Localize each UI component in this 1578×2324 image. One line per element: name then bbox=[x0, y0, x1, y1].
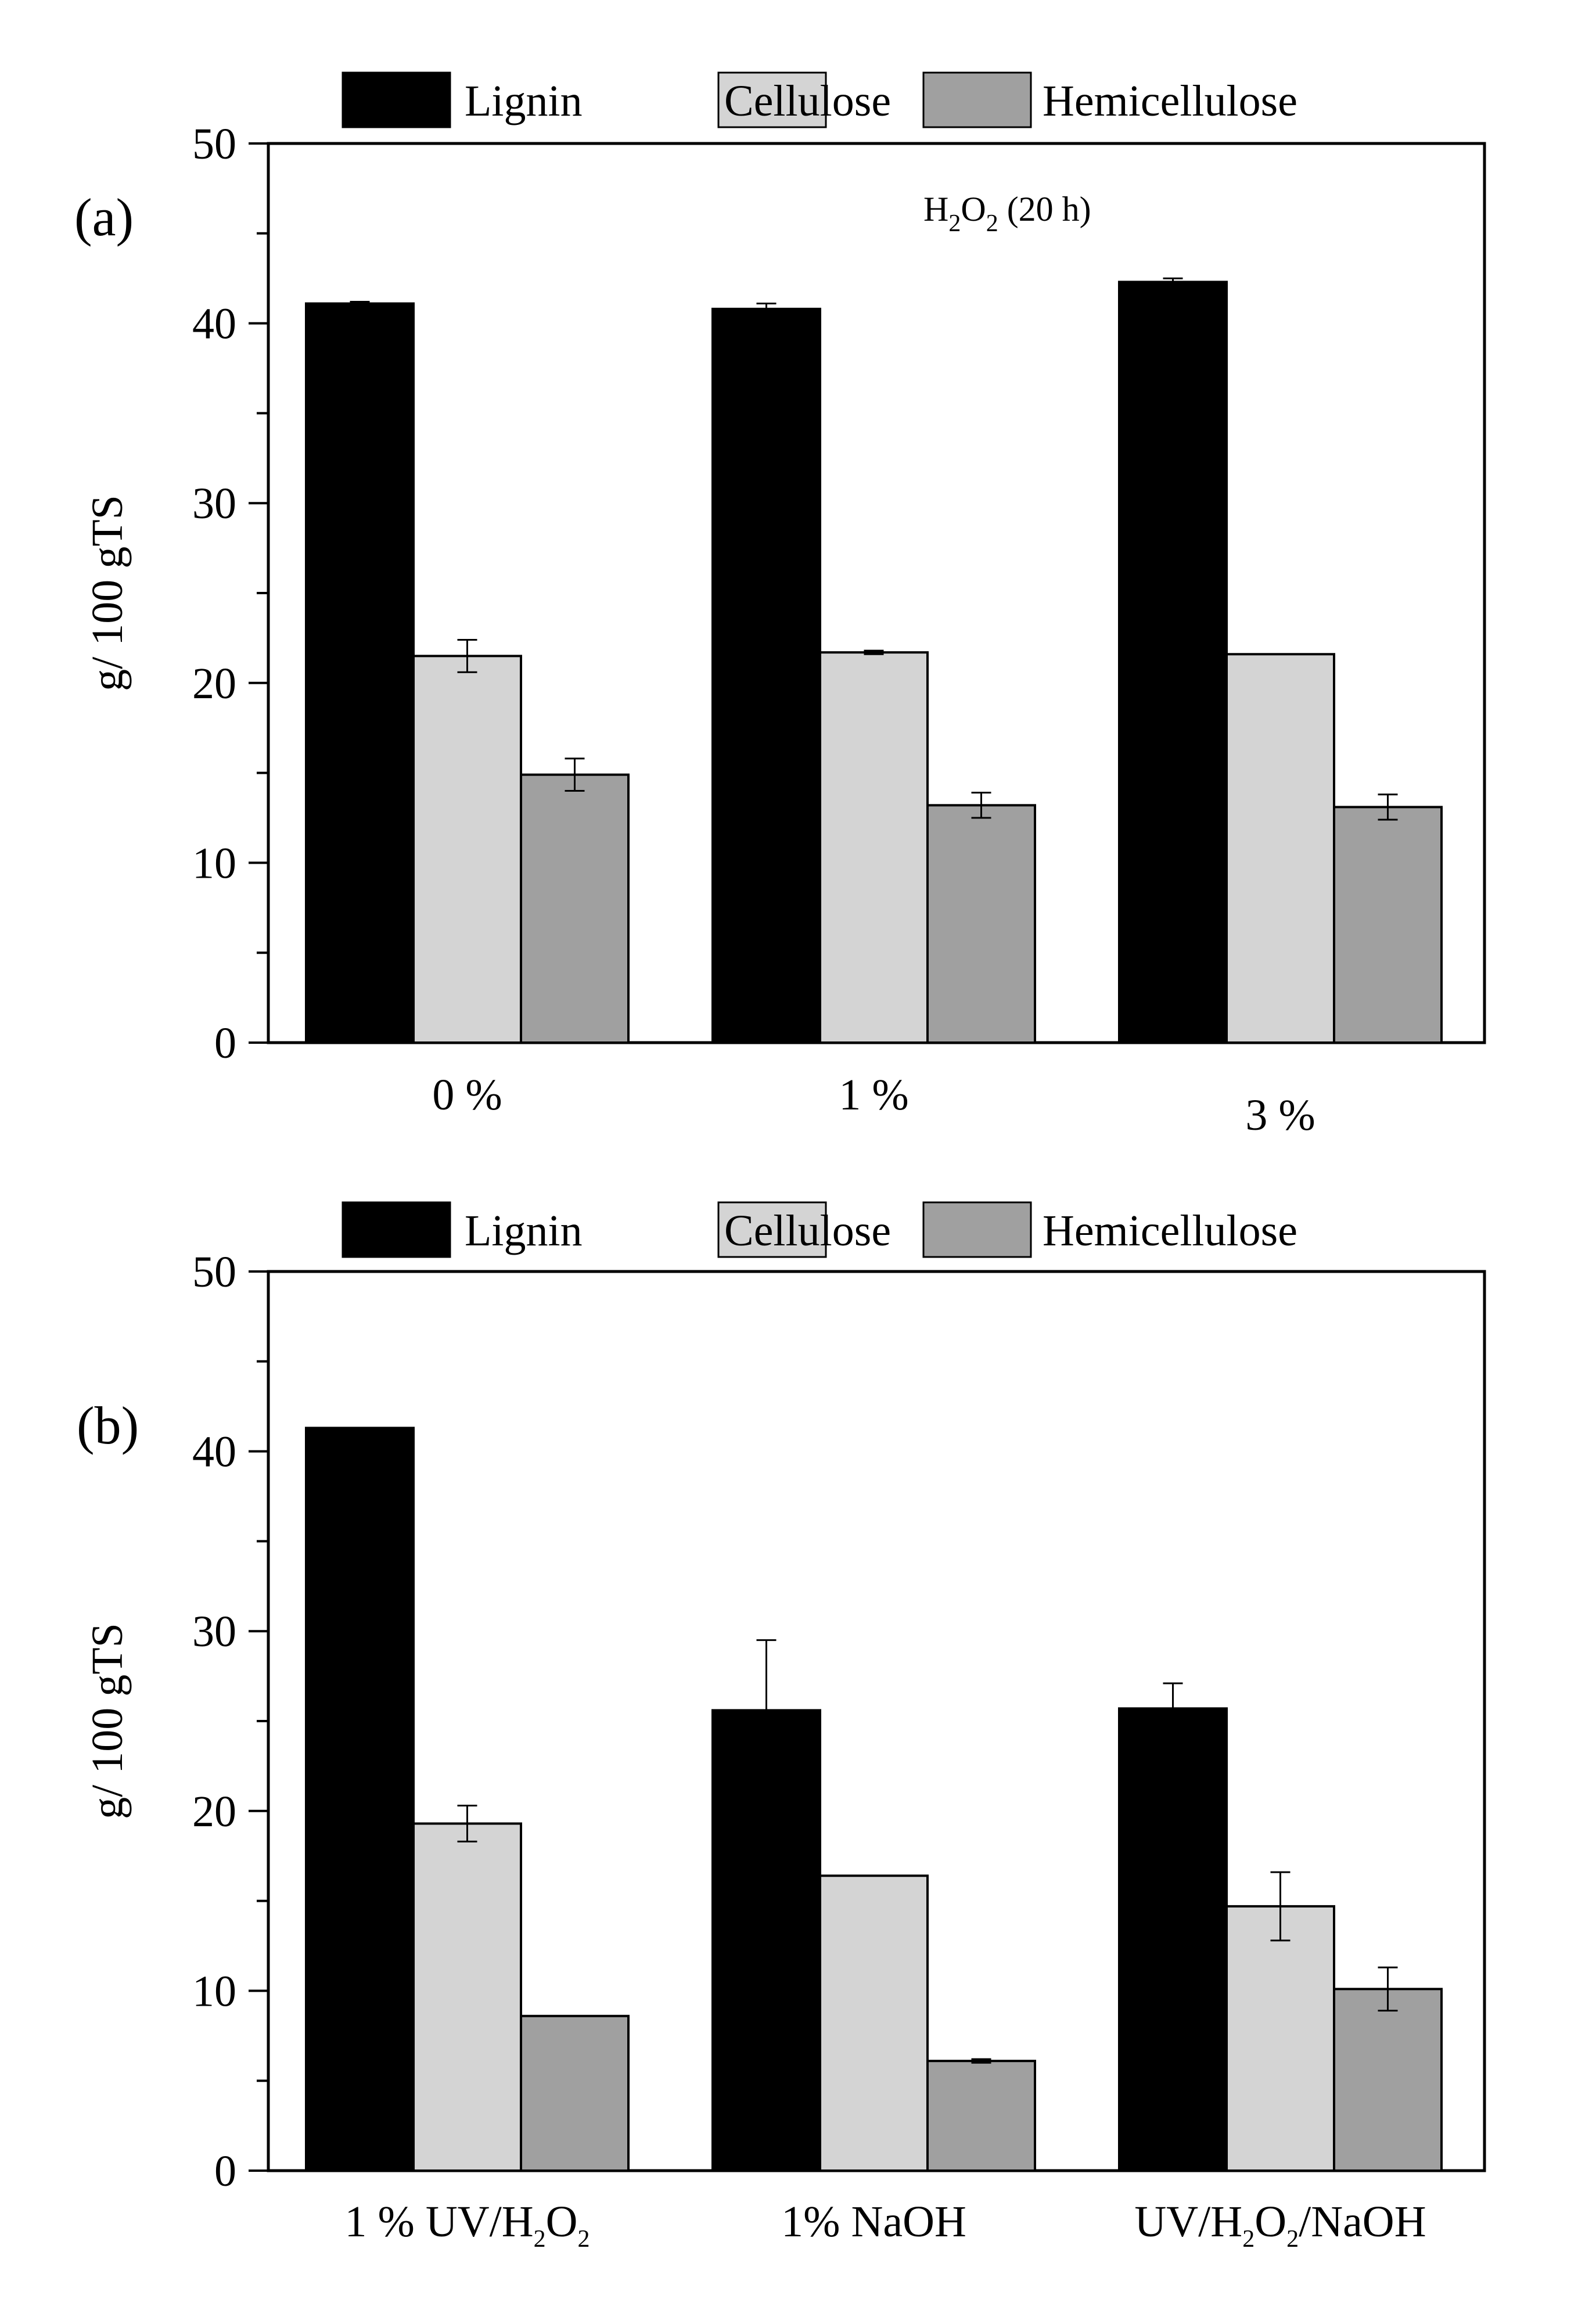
bar-hemicellulose bbox=[926, 804, 1036, 1044]
annotation-text: H2O2 (20 h) bbox=[923, 190, 1091, 237]
bar-lignin bbox=[711, 307, 821, 1044]
text-run: /NaOH bbox=[1299, 2197, 1426, 2246]
text-run: 3 % bbox=[1245, 1091, 1315, 1140]
panel-label: (b) bbox=[77, 1396, 139, 1455]
y-tick-label: 20 bbox=[192, 1787, 236, 1836]
bar-hemicellulose bbox=[1333, 806, 1443, 1044]
text-run: 1 % bbox=[839, 1071, 908, 1119]
x-category-label: UV/H2O2/NaOH bbox=[1134, 2197, 1426, 2253]
bar-cellulose bbox=[1225, 1905, 1335, 2172]
panel-label: (a) bbox=[74, 188, 134, 247]
legend-swatch-hemicellulose bbox=[922, 1201, 1032, 1258]
text-run: H bbox=[923, 190, 948, 228]
bar-cellulose bbox=[819, 651, 929, 1044]
bar-cellulose bbox=[412, 1822, 522, 2172]
legend-label-hemicellulose: Hemicellulose bbox=[1043, 77, 1297, 125]
y-tick-label: 40 bbox=[192, 1428, 236, 1477]
legend-swatch-lignin bbox=[342, 1201, 451, 1258]
legend-swatch-cellulose bbox=[717, 71, 827, 128]
text-run: 0 % bbox=[432, 1071, 502, 1119]
bar-lignin bbox=[305, 1427, 415, 2172]
y-tick-label: 20 bbox=[192, 659, 236, 708]
y-tick-label: 30 bbox=[192, 1607, 236, 1656]
y-tick-label: 10 bbox=[192, 839, 236, 888]
y-axis-title: g/ 100 gTS bbox=[83, 1623, 132, 1819]
y-tick-label: 10 bbox=[192, 1967, 236, 2016]
bar-hemicellulose bbox=[1333, 1988, 1443, 2172]
legend-label-cellulose: Cellulose bbox=[724, 1206, 891, 1255]
bar-cellulose bbox=[412, 655, 522, 1044]
legend-swatch-hemicellulose bbox=[922, 71, 1032, 128]
text-run: 1 % UV/H bbox=[345, 2197, 534, 2246]
legend-label-lignin: Lignin bbox=[465, 77, 583, 125]
subscript: 2 bbox=[1242, 2226, 1255, 2253]
text-run: O bbox=[546, 2197, 578, 2246]
bar-cellulose bbox=[1225, 653, 1335, 1044]
text-run: UV/H bbox=[1134, 2197, 1242, 2246]
bar-lignin bbox=[305, 302, 415, 1044]
y-tick-label: 50 bbox=[192, 1248, 236, 1296]
legend-label-hemicellulose: Hemicellulose bbox=[1043, 1206, 1297, 1255]
subscript: 2 bbox=[948, 210, 961, 237]
y-tick-label: 0 bbox=[214, 2147, 236, 2196]
bar-lignin bbox=[1118, 281, 1228, 1044]
y-tick-label: 40 bbox=[192, 300, 236, 349]
subscript: 2 bbox=[1286, 2226, 1299, 2253]
chart-panel-a: Lignin Cellulose Hemicellulose 0 10 20 30 40 50 g… bbox=[74, 71, 1486, 1140]
text-run: 1% NaOH bbox=[781, 2197, 966, 2246]
x-category-label: 1% NaOH bbox=[781, 2197, 966, 2246]
text-run: O bbox=[961, 190, 986, 228]
y-tick-label: 30 bbox=[192, 479, 236, 528]
legend-label-cellulose: Cellulose bbox=[724, 77, 891, 125]
bar-hemicellulose bbox=[926, 2060, 1036, 2172]
x-category-label: 3 % bbox=[1245, 1091, 1315, 1140]
legend-swatch-cellulose bbox=[717, 1201, 827, 1258]
x-category-label: 0 % bbox=[432, 1071, 502, 1119]
x-category-label: 1 % bbox=[839, 1071, 908, 1119]
subscript: 2 bbox=[986, 210, 998, 237]
legend-label-lignin: Lignin bbox=[465, 1206, 583, 1255]
text-run: O bbox=[1255, 2197, 1286, 2246]
x-category-label: 1 % UV/H2O2 bbox=[345, 2197, 590, 2253]
chart-panel-b: Lignin Cellulose Hemicellulose 0 10 20 30 40 50 g… bbox=[77, 1201, 1486, 2253]
y-axis-title: g/ 100 gTS bbox=[83, 495, 132, 691]
bar-hemicellulose bbox=[520, 2014, 630, 2172]
subscript: 2 bbox=[577, 2226, 589, 2253]
legend-swatch-lignin bbox=[342, 71, 451, 128]
text-run: (20 h) bbox=[998, 190, 1091, 228]
bar-lignin bbox=[1118, 1707, 1228, 2172]
y-tick-label: 0 bbox=[214, 1019, 236, 1068]
subscript: 2 bbox=[534, 2226, 546, 2253]
bar-hemicellulose bbox=[520, 773, 630, 1044]
bar-cellulose bbox=[819, 1874, 929, 2172]
y-tick-label: 50 bbox=[192, 120, 236, 168]
